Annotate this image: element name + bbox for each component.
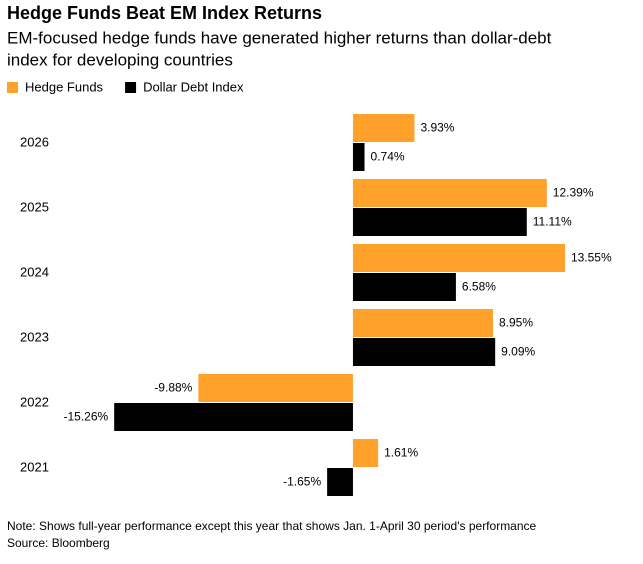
source: Source: Bloomberg — [7, 536, 110, 550]
legend-swatch — [125, 82, 137, 93]
y-tick-label: 2025 — [20, 199, 49, 214]
y-tick-label: 2024 — [20, 264, 49, 279]
data-label: 0.74% — [371, 150, 405, 164]
y-tick-label: 2021 — [20, 459, 49, 474]
legend-label: Dollar Debt Index — [143, 79, 244, 94]
note: Note: Shows full-year performance except… — [7, 519, 537, 533]
data-label: 12.39% — [553, 186, 594, 200]
chart-subtitle: EM-focused hedge funds have generated hi… — [7, 28, 552, 47]
legend-swatch — [7, 82, 18, 93]
data-label: 11.11% — [533, 215, 572, 229]
bar — [352, 244, 565, 272]
data-label: 3.93% — [420, 121, 454, 135]
chart-title: Hedge Funds Beat EM Index Returns — [7, 3, 322, 23]
data-label: 6.58% — [462, 280, 496, 294]
bar — [352, 309, 493, 337]
data-label: 13.55% — [571, 251, 612, 265]
data-label: -1.65% — [283, 475, 321, 489]
bar — [352, 114, 415, 142]
y-tick-label: 2023 — [20, 329, 49, 344]
bar — [352, 208, 527, 236]
bar — [352, 179, 547, 207]
data-label: -15.26% — [63, 410, 108, 424]
bar — [352, 143, 365, 171]
data-label: 9.09% — [501, 345, 535, 359]
bar — [352, 338, 496, 366]
y-tick-label: 2026 — [20, 134, 49, 149]
legend-label: Hedge Funds — [25, 79, 104, 94]
bar — [327, 468, 353, 496]
data-label: 1.61% — [384, 446, 418, 460]
y-tick-label: 2022 — [20, 394, 49, 409]
bar — [352, 273, 456, 301]
data-label: -9.88% — [154, 381, 192, 395]
chart-subtitle: index for developing countries — [7, 50, 233, 69]
bar — [352, 439, 379, 467]
bar — [198, 374, 353, 402]
bar — [114, 403, 353, 431]
data-label: 8.95% — [499, 316, 533, 330]
